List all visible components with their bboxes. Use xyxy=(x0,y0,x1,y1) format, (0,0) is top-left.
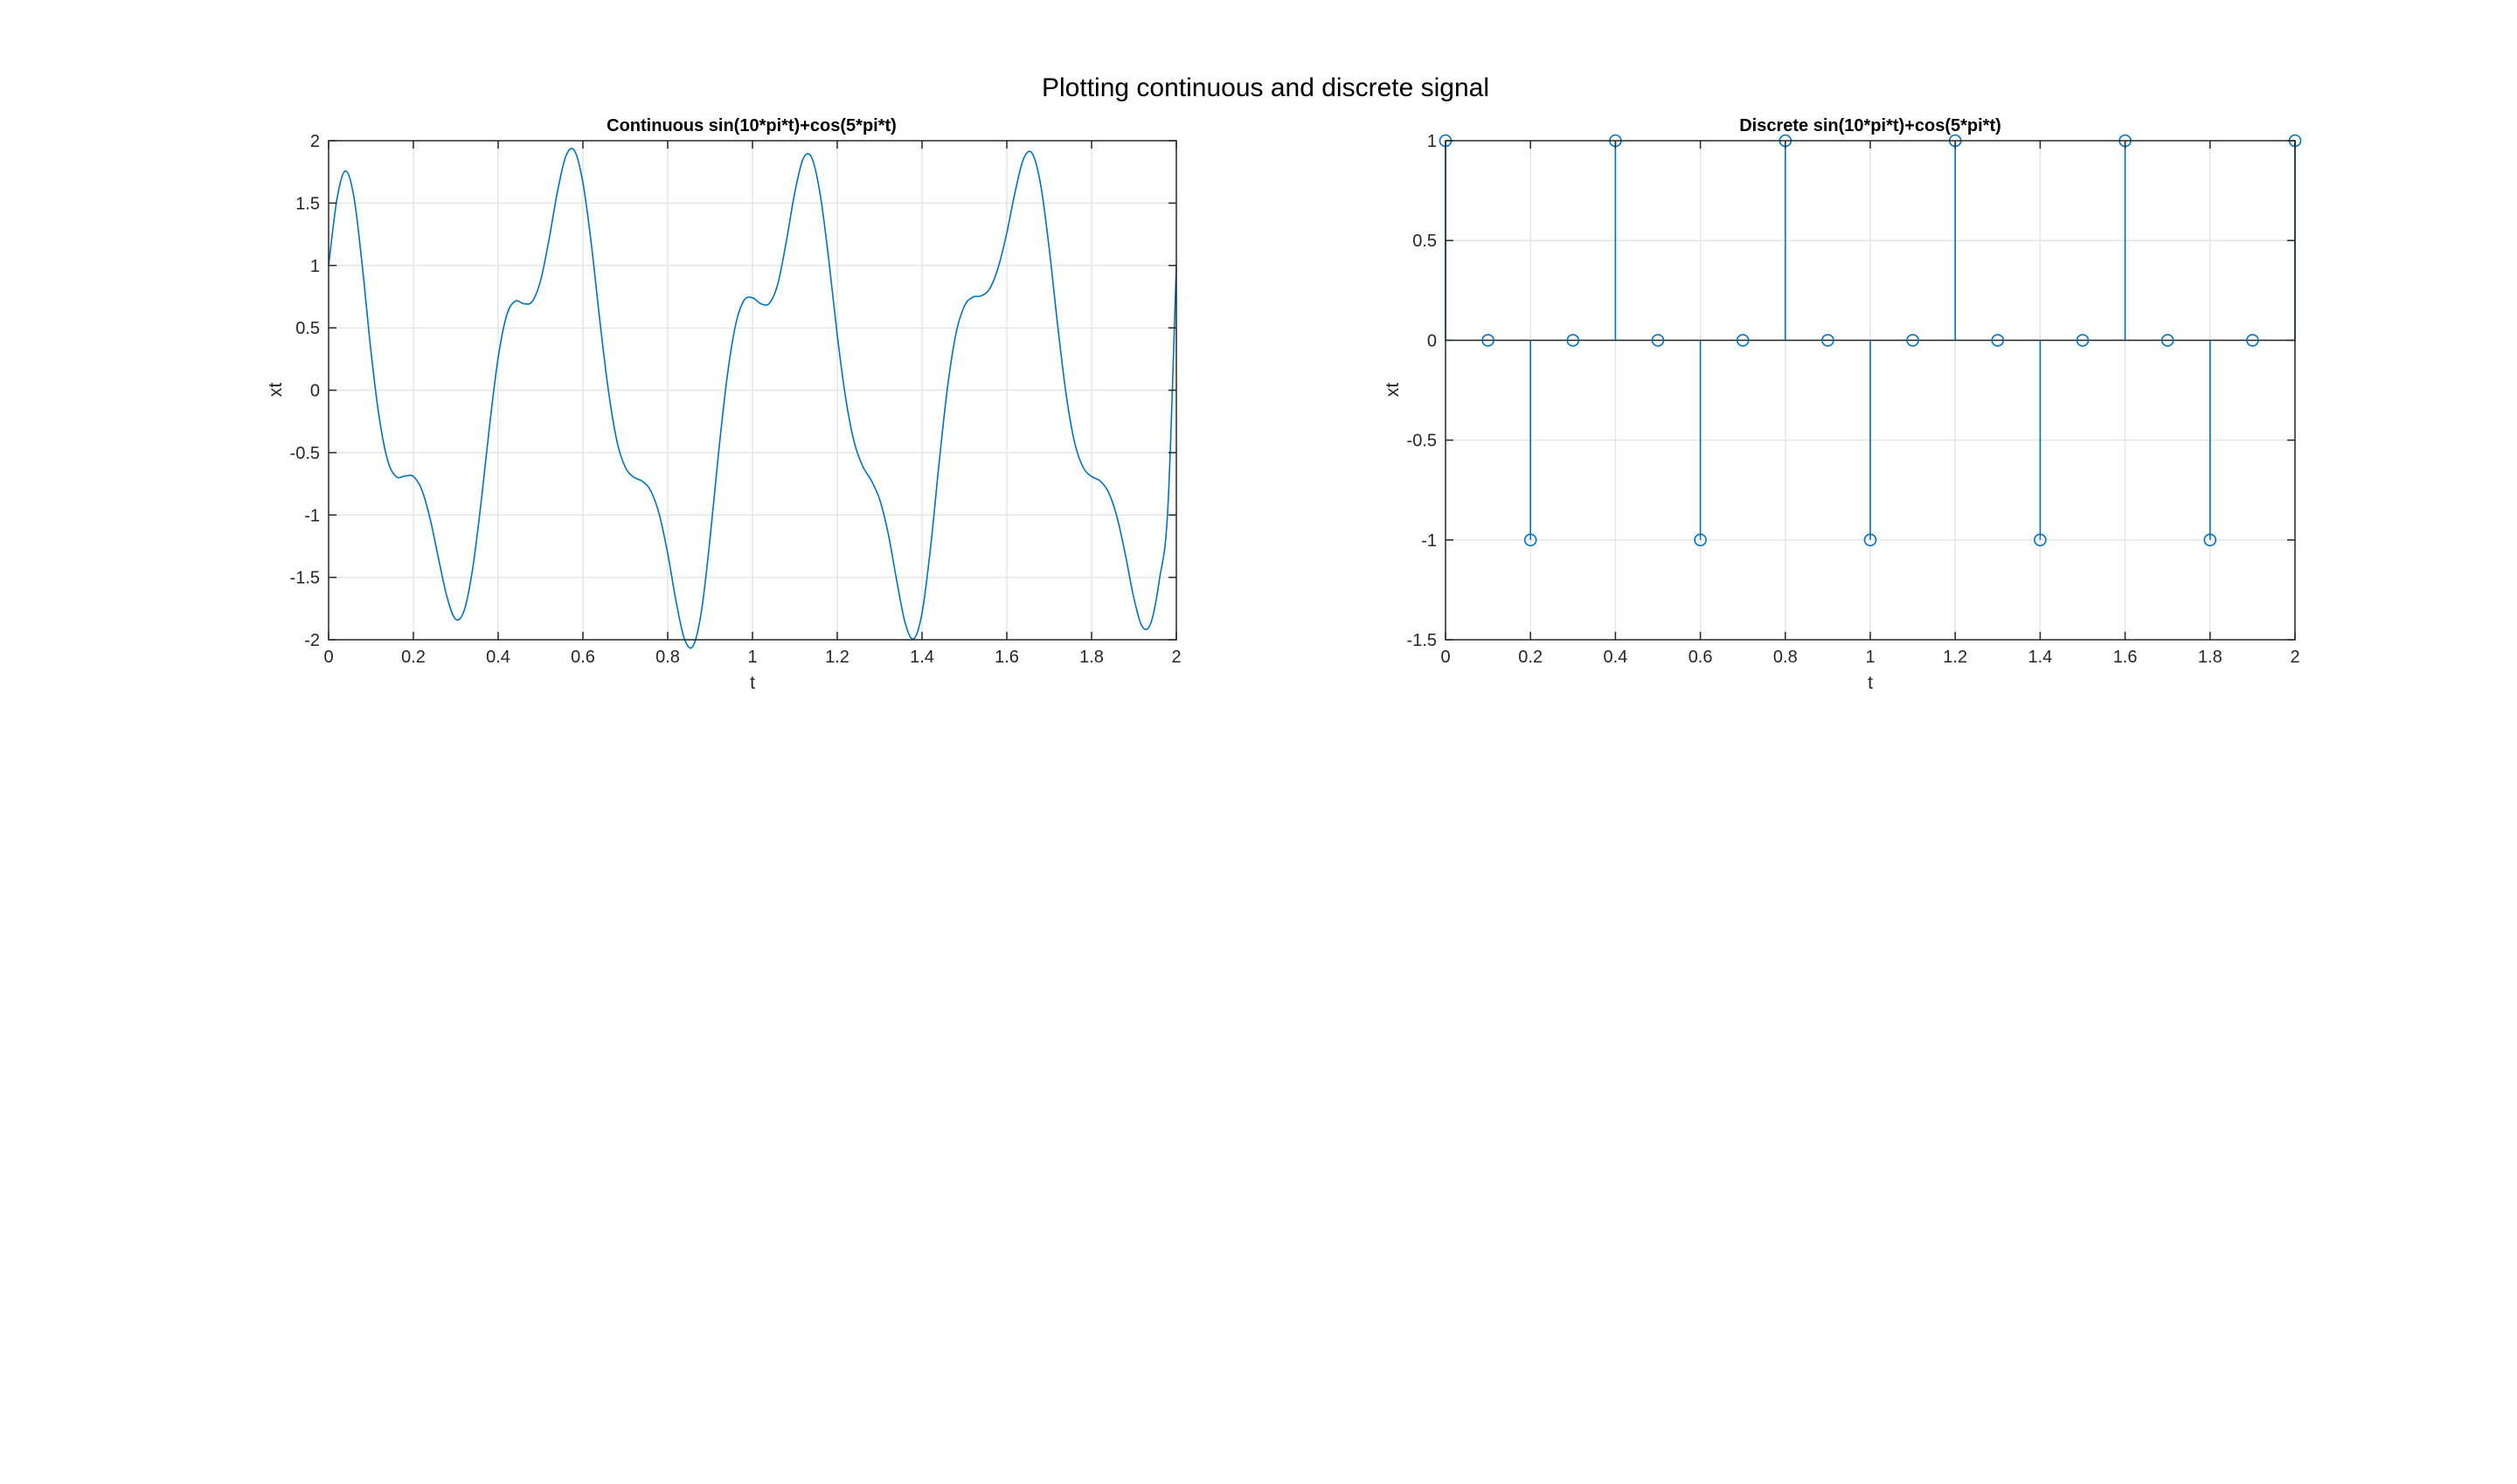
continuous-y-tick-label: 1 xyxy=(310,257,320,276)
discrete-x-tick-label: 0.8 xyxy=(1773,648,1798,667)
discrete-y-tick-label: 0 xyxy=(1427,331,1437,350)
discrete-stem-marker xyxy=(1481,334,1494,347)
discrete-stem-marker xyxy=(1566,334,1580,347)
discrete-signal-plot: Discrete sin(10*pi*t)+cos(5*pi*t) 0 0.2 0.… xyxy=(1383,116,2302,693)
discrete-stem-marker xyxy=(2246,334,2259,347)
continuous-x-tick-label: 1.4 xyxy=(910,648,934,667)
discrete-y-tick-label: 0.5 xyxy=(1412,232,1437,251)
discrete-stem-marker xyxy=(2034,533,2047,547)
continuous-signal-plot: Continuous sin(10*pi*t)+cos(5*pi*t) 0 0.2… xyxy=(266,116,1182,693)
discrete-y-axis-label: xt xyxy=(1383,383,1403,398)
discrete-stem-marker xyxy=(1523,533,1537,547)
continuous-y-tick-label: -1.5 xyxy=(290,569,320,588)
discrete-y-tick-label: -0.5 xyxy=(1407,432,1437,451)
discrete-stem-marker xyxy=(1651,334,1665,347)
discrete-stem-marker xyxy=(1736,334,1750,347)
continuous-x-tick-label: 1.2 xyxy=(825,648,849,667)
continuous-plot-title: Continuous sin(10*pi*t)+cos(5*pi*t) xyxy=(607,116,897,135)
discrete-x-axis-label: t xyxy=(1868,673,1873,693)
discrete-y-tick-label: 1 xyxy=(1427,132,1437,151)
discrete-stem-marker xyxy=(1906,334,1919,347)
continuous-y-tick-label: -2 xyxy=(304,631,320,650)
discrete-stem-marker xyxy=(1694,533,1707,547)
discrete-stem-marker xyxy=(1863,533,1877,547)
continuous-y-tick-label: 0.5 xyxy=(295,319,320,338)
continuous-grid xyxy=(329,141,1176,640)
discrete-stem-marker xyxy=(2160,334,2174,347)
continuous-x-axis-label: t xyxy=(750,673,755,693)
continuous-signal-line xyxy=(328,148,1177,649)
continuous-x-tick-label: 1.6 xyxy=(995,648,1019,667)
continuous-x-tick-label: 0.4 xyxy=(486,648,510,667)
discrete-x-tick-label: 2 xyxy=(2290,648,2299,667)
continuous-x-tick-label: 0.6 xyxy=(571,648,595,667)
continuous-y-tick-label: -0.5 xyxy=(290,444,320,463)
discrete-x-tick-label: 1.4 xyxy=(2028,648,2052,667)
continuous-x-tick-label: 0.8 xyxy=(655,648,680,667)
continuous-x-tick-label: 0 xyxy=(323,648,333,667)
discrete-x-tick-label: 1.6 xyxy=(2113,648,2138,667)
continuous-y-tick-label: 0 xyxy=(310,382,320,401)
discrete-x-tick-label: 1.8 xyxy=(2198,648,2222,667)
discrete-stem-marker xyxy=(2203,533,2217,547)
continuous-y-tick-label: -1 xyxy=(304,506,320,525)
discrete-y-tick-label: -1.5 xyxy=(1407,631,1437,650)
discrete-x-tick-label: 0.6 xyxy=(1688,648,1713,667)
discrete-x-tick-label: 1.2 xyxy=(1943,648,1967,667)
discrete-plot-title: Discrete sin(10*pi*t)+cos(5*pi*t) xyxy=(1739,116,2001,135)
continuous-x-tick-label: 1 xyxy=(747,648,757,667)
continuous-y-axis-label: xt xyxy=(266,383,286,398)
continuous-x-tick-label: 0.2 xyxy=(401,648,426,667)
discrete-ticks: 0 0.2 0.4 0.6 0.8 1 1.2 1.4 1.6 1.8 2 -1.5 -1 -0.5 0 0.… xyxy=(1407,132,2300,667)
discrete-x-tick-label: 0.4 xyxy=(1603,648,1627,667)
figure-suptitle: Plotting continuous and discrete signal xyxy=(1042,73,1489,102)
continuous-y-tick-label: 1.5 xyxy=(295,194,320,213)
continuous-data xyxy=(328,148,1177,649)
discrete-x-tick-label: 1 xyxy=(1865,648,1875,667)
discrete-y-tick-label: -1 xyxy=(1421,531,1437,551)
discrete-x-tick-label: 0 xyxy=(1440,648,1450,667)
continuous-x-tick-label: 1.8 xyxy=(1079,648,1104,667)
discrete-stem-marker xyxy=(2076,334,2090,347)
discrete-stem-marker xyxy=(1821,334,1834,347)
continuous-x-tick-label: 2 xyxy=(1171,648,1181,667)
discrete-stem-marker xyxy=(1991,334,2005,347)
continuous-ticks: 0 0.2 0.4 0.6 0.8 1 1.2 1.4 1.6 1.8 2 -2 -1.5 -1 -0.5 0… xyxy=(290,132,1182,667)
continuous-y-tick-label: 2 xyxy=(310,132,320,151)
discrete-x-tick-label: 0.2 xyxy=(1518,648,1543,667)
